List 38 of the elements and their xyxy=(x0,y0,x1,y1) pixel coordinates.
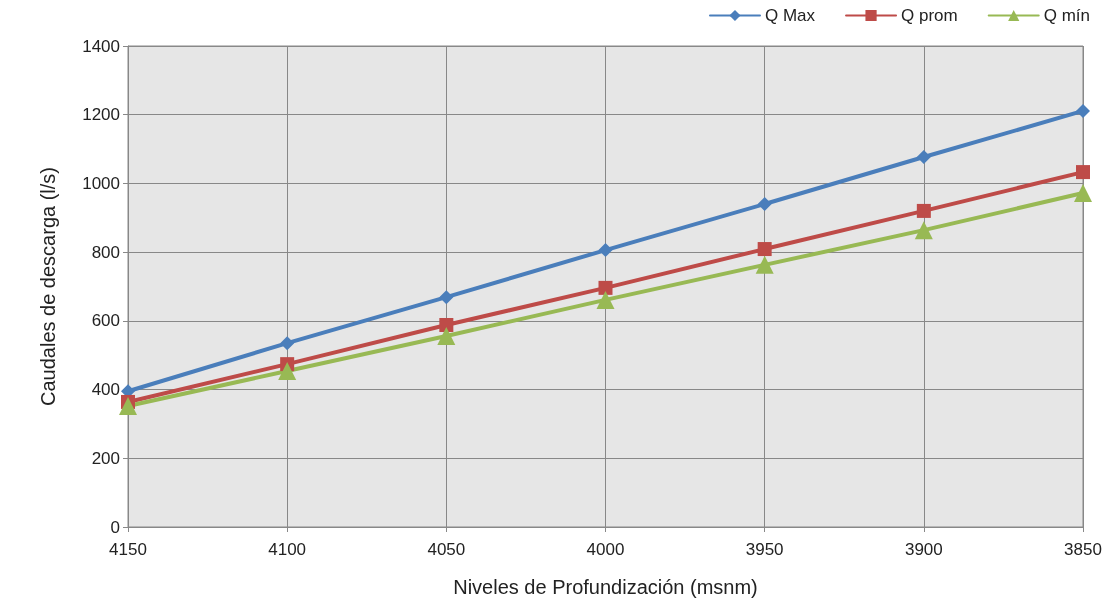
point xyxy=(278,362,297,381)
point xyxy=(916,203,931,218)
point xyxy=(119,397,137,416)
y-tick-label: 0 xyxy=(110,517,120,537)
point xyxy=(598,243,613,258)
point xyxy=(1076,165,1090,180)
point xyxy=(1076,103,1090,118)
point xyxy=(439,317,454,332)
y-tick-label: 1000 xyxy=(82,173,120,193)
x-axis-title: Niveles de Profundización (msnm) xyxy=(453,576,758,598)
legend-label: Q prom xyxy=(901,6,958,25)
x-tick-label: 4100 xyxy=(268,540,307,559)
y-tick-label: 1200 xyxy=(82,105,120,125)
point xyxy=(1074,184,1092,203)
y-axis-title: Caudales de descarga (l/s) xyxy=(37,166,59,407)
point xyxy=(757,197,772,212)
point xyxy=(437,326,456,345)
x-tick-label: 4000 xyxy=(586,540,625,559)
x-tick-label: 3850 xyxy=(1064,540,1102,559)
point xyxy=(755,255,774,274)
x-tick-label: 4050 xyxy=(427,540,466,559)
legend-label: Q Max xyxy=(764,6,816,25)
y-tick-label: 1400 xyxy=(82,36,120,56)
y-tick-label: 800 xyxy=(91,242,120,262)
point xyxy=(914,221,933,240)
point xyxy=(757,242,772,257)
legend-label: Q mín xyxy=(1043,6,1091,25)
y-tick-label: 600 xyxy=(91,311,120,331)
point xyxy=(598,280,613,295)
x-tick-label: 4150 xyxy=(109,540,147,559)
point xyxy=(916,149,931,164)
y-tick-label: 200 xyxy=(91,448,120,468)
point xyxy=(596,290,615,309)
point xyxy=(280,336,295,351)
point xyxy=(439,290,454,305)
x-tick-label: 3900 xyxy=(904,540,943,559)
y-tick-label: 400 xyxy=(91,380,120,400)
x-tick-label: 3950 xyxy=(745,540,784,559)
